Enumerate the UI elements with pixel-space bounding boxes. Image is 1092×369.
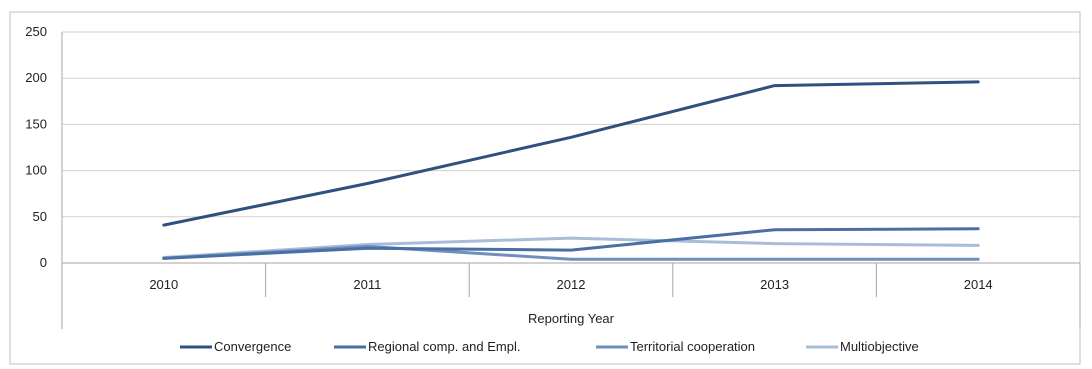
y-tick-label: 0	[40, 255, 47, 270]
legend-label: Convergence	[214, 339, 291, 354]
y-axis-ticks: 0 50 100 150 200 250	[25, 24, 47, 270]
legend-label: Regional comp. and Empl.	[368, 339, 520, 354]
legend-label: Territorial cooperation	[630, 339, 755, 354]
series-lines	[162, 80, 980, 261]
y-tick-label: 200	[25, 70, 47, 85]
legend-label: Multiobjective	[840, 339, 919, 354]
y-tick-label: 250	[25, 24, 47, 39]
chart-border	[9, 11, 1081, 365]
y-tick-label: 100	[25, 163, 47, 178]
x-tick-label: 2013	[760, 277, 789, 292]
series-line	[162, 236, 980, 259]
x-tick-label: 2010	[149, 277, 178, 292]
x-tick-label: 2011	[353, 277, 381, 292]
x-tick-label: 2012	[557, 277, 586, 292]
x-axis-title: Reporting Year	[528, 311, 615, 326]
x-axis-ticks: 2010 2011 2012 2013 2014	[149, 277, 992, 292]
y-tick-label: 150	[25, 116, 47, 131]
series-line	[162, 80, 980, 227]
legend: Convergence Regional comp. and Empl. Terri…	[180, 339, 919, 354]
y-tick-label: 50	[33, 209, 47, 224]
series-line	[162, 227, 980, 260]
x-tick-label: 2014	[964, 277, 993, 292]
axes	[61, 32, 1081, 329]
gridlines	[62, 31, 1080, 218]
